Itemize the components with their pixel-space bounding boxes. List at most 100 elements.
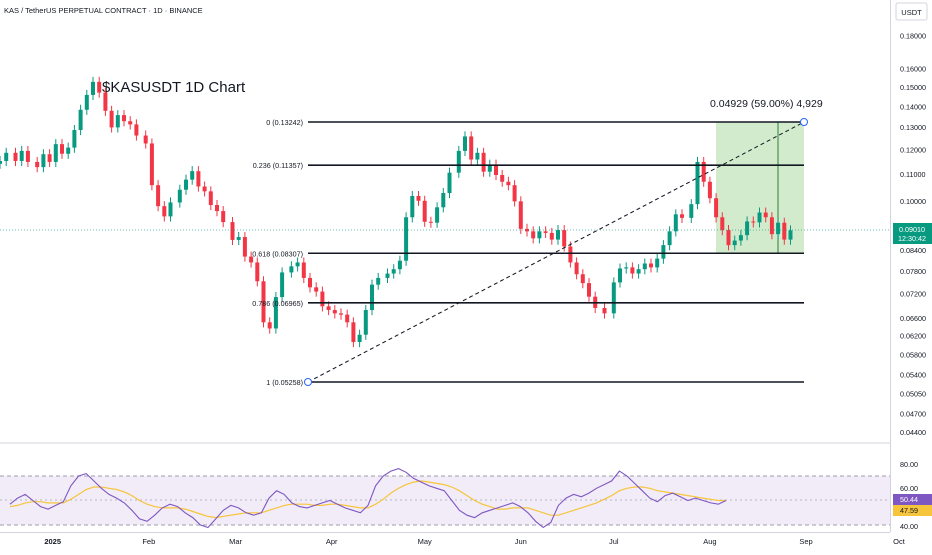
price-axis-tick: 0.18000 (900, 32, 926, 41)
candle-body (103, 92, 108, 111)
candle-body (738, 235, 743, 241)
candle-body (422, 200, 427, 222)
candle-body (441, 192, 446, 208)
price-axis-tick: 0.05050 (900, 389, 926, 398)
fib-retracement[interactable]: 0 (0.13242) 0.236 (0.11357) 0.618 (0.08307… (252, 118, 804, 387)
trend-anchor-end[interactable] (800, 118, 808, 126)
trend-line-layer[interactable] (304, 118, 808, 386)
candle-body (543, 231, 548, 233)
trend-anchor-start[interactable] (304, 378, 312, 386)
candle-body (568, 246, 573, 263)
candle-body (757, 212, 762, 223)
symbol-title[interactable]: KAS / TetherUS PERPETUAL CONTRACT · 1D ·… (4, 6, 203, 15)
candle-body (680, 214, 684, 218)
time-axis-tick: 2025 (44, 537, 61, 546)
candle-body (72, 130, 77, 148)
time-axis-tick: Aug (703, 537, 716, 546)
candle-body (53, 144, 58, 162)
candle-body (655, 258, 660, 268)
currency-button[interactable]: USDT (901, 8, 922, 17)
time-axis-tick: Jun (515, 537, 527, 546)
rsi-ma-badge (893, 505, 932, 516)
candle-body (162, 206, 167, 217)
candle-body (196, 171, 201, 187)
candle-body (481, 152, 486, 172)
candle-body (190, 171, 195, 180)
candle-body (618, 268, 622, 283)
candle-body (673, 214, 678, 232)
candle-body (308, 277, 312, 288)
candle-body (642, 263, 647, 270)
price-axis-tick: 0.06200 (900, 332, 926, 341)
price-axis-tick: 0.05400 (900, 370, 926, 379)
candle-body (221, 211, 226, 223)
candle-body (745, 221, 750, 236)
candle-body (580, 274, 585, 284)
candle-body (41, 154, 46, 168)
candle-body (376, 277, 381, 285)
measure-label: 0.04929 (59.00%) 4,929 (710, 98, 823, 110)
time-axis[interactable]: 2025 Feb Mar Apr May Jun Jul Aug Sep Oct (44, 537, 905, 546)
chart-annotation: $KASUSDT 1D Chart (102, 79, 246, 96)
candle-body (109, 110, 114, 128)
candle-body (732, 240, 737, 246)
candle-body (122, 115, 126, 122)
rsi-line (9, 468, 727, 529)
current-price-badge (893, 223, 932, 244)
candle-body (506, 181, 511, 186)
candle-body (391, 269, 396, 274)
candle-body (280, 272, 285, 298)
candle-body (128, 121, 133, 125)
candle-body (35, 161, 40, 168)
candle-body (707, 181, 712, 199)
rsi-axis-tick: 80.00 (900, 460, 918, 469)
rsi-layer (9, 468, 727, 529)
candle-body (611, 282, 616, 314)
candle-body (487, 164, 492, 172)
candle-body (255, 262, 260, 282)
candle-body (494, 164, 498, 175)
rsi-value-badge (893, 494, 932, 505)
candle-body (782, 222, 787, 240)
candle-body (156, 185, 161, 207)
candle-body (763, 212, 768, 218)
candle-body (574, 262, 579, 275)
candle-body (562, 230, 567, 247)
candle-body (60, 144, 64, 154)
price-axis-tick: 0.11000 (900, 170, 925, 179)
time-axis-tick: Feb (142, 537, 155, 546)
candle-body (428, 221, 433, 223)
candle-body (512, 185, 517, 202)
candle-body (91, 81, 95, 95)
candle-body (463, 136, 467, 151)
candle-body (649, 263, 653, 268)
candle-body (168, 202, 173, 217)
time-axis-tick: Jul (609, 537, 619, 546)
candle-body (624, 267, 629, 269)
candle-body (230, 222, 235, 240)
price-axis-tick: 0.07800 (900, 267, 926, 276)
rsi-value: 50.44 (900, 495, 918, 504)
candle-body (630, 267, 635, 274)
rsi-axis-tick: 60.00 (900, 484, 918, 493)
candle-body (397, 260, 402, 270)
currency-button-box[interactable] (895, 2, 928, 21)
price-axis-tick: 0.07200 (900, 290, 926, 299)
candle-body (208, 191, 213, 206)
candle-body (115, 115, 120, 128)
candle-body (447, 172, 452, 193)
candle-body (357, 334, 362, 343)
candle-body (314, 287, 319, 292)
candle-body (661, 245, 666, 259)
candle-body (602, 307, 607, 314)
candle-body (84, 94, 89, 110)
candle-body (66, 147, 71, 154)
candle-body (416, 196, 421, 201)
price-axis-tick: 0.12000 (900, 146, 926, 155)
price-axis[interactable] (891, 0, 932, 532)
price-axis-tick: 0.04400 (900, 428, 926, 437)
candle-body (295, 262, 300, 267)
trend-line[interactable] (307, 121, 805, 383)
